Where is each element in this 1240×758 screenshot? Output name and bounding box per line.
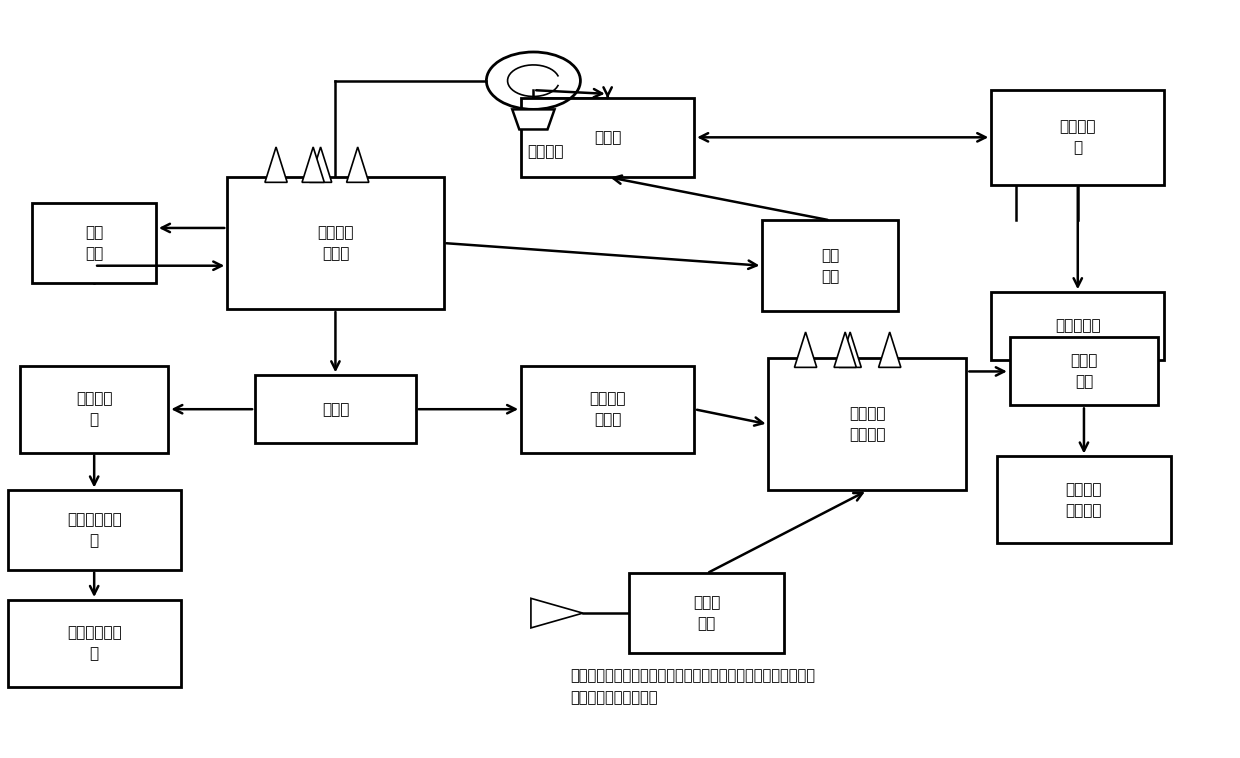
Polygon shape [310,147,332,183]
Bar [32,203,156,283]
Bar [227,177,444,309]
Text: 盐酸收集槽: 盐酸收集槽 [1055,318,1101,334]
Polygon shape [839,332,862,368]
Bar [991,292,1164,360]
Bar [255,375,415,443]
Polygon shape [795,332,817,368]
Text: 分离器: 分离器 [321,402,350,417]
Text: 热交
换器: 热交 换器 [821,248,839,283]
Bar [521,366,694,453]
Text: 热交
换器: 热交 换器 [86,225,103,261]
Polygon shape [303,147,325,183]
Bar [629,574,784,653]
Bar [769,359,966,490]
Bar [20,366,169,453]
Bar [1009,337,1158,406]
Text: 臭氧发
生器: 臭氧发 生器 [693,595,720,631]
Polygon shape [265,147,288,183]
Bar [997,456,1171,543]
Polygon shape [879,332,900,368]
Text: 循环风机: 循环风机 [527,144,564,159]
Text: 盐酸再生
反应器: 盐酸再生 反应器 [317,225,353,261]
Text: 真空带式过滤
机: 真空带式过滤 机 [67,512,122,548]
Text: 聚合硫酸
铁反应器: 聚合硫酸 铁反应器 [849,406,885,443]
Text: 盐酸冷却
塔: 盐酸冷却 塔 [1059,119,1096,155]
Bar [7,600,181,687]
Text: 冷却结晶
池: 冷却结晶 池 [76,391,113,428]
Bar [7,490,181,570]
Text: 臭氧破
坏器: 臭氧破 坏器 [1070,353,1097,390]
Text: 吸收塔: 吸收塔 [594,130,621,145]
Bar [991,90,1164,184]
Polygon shape [346,147,368,183]
Text: 硫酸亚铁收集
槽: 硫酸亚铁收集 槽 [67,625,122,661]
Polygon shape [512,109,554,130]
Bar [763,221,898,311]
Text: 聚合硫酸
铁储存槽: 聚合硫酸 铁储存槽 [1065,482,1102,518]
Polygon shape [835,332,857,368]
Text: 硫酸亚铁
储存罐: 硫酸亚铁 储存罐 [589,391,626,428]
Text: 说明：分离器、冷却结晶池、带式过滤机产生的废液全部导入盐
酸再生反应器循环利用: 说明：分离器、冷却结晶池、带式过滤机产生的废液全部导入盐 酸再生反应器循环利用 [570,668,816,705]
Polygon shape [531,598,583,628]
Bar [521,98,694,177]
